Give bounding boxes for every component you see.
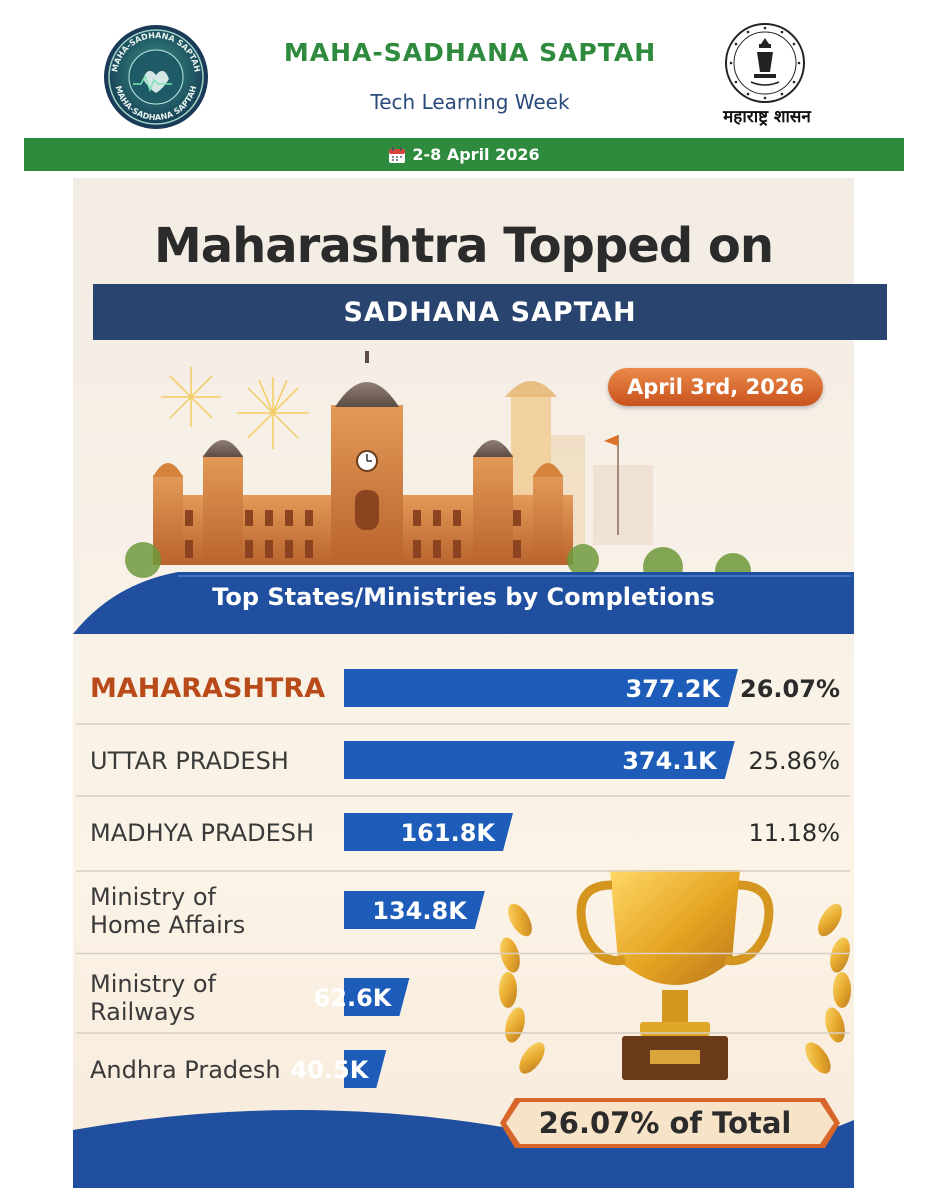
- chart-title-banner: [73, 572, 854, 634]
- category-label: MAHARASHTRA: [90, 673, 325, 704]
- calendar-icon: [389, 146, 406, 163]
- event-subtitle: Tech Learning Week: [370, 90, 570, 114]
- bar-value-label: 374.1K: [622, 747, 718, 775]
- bar-value-label: 161.8K: [400, 819, 496, 847]
- category-label: MADHYA PRADESH: [90, 819, 314, 847]
- event-title: MAHA-SADHANA SAPTAH: [283, 38, 657, 67]
- percent-label: 11.18%: [748, 819, 840, 847]
- maharashtra-emblem: [725, 23, 805, 103]
- trophy-icon: [499, 870, 851, 1080]
- event-date-range: 2-8 April 2026: [412, 145, 540, 164]
- percent-label: 26.07%: [740, 675, 840, 703]
- bar-value-label: 40.5K: [290, 1056, 369, 1084]
- bar-value-label: 134.8K: [372, 897, 468, 925]
- bottom-wave: [73, 1110, 854, 1188]
- chart-title: Top States/Ministries by Completions: [212, 583, 715, 611]
- building-illustration: [125, 351, 751, 585]
- page-header: MAHA-SADHANA SAPTAH MAHA-SADHANA SAPTAH …: [0, 0, 927, 138]
- date-badge: April 3rd, 2026: [608, 368, 823, 406]
- bar-1: [344, 741, 735, 779]
- maha-sadhana-logo: MAHA-SADHANA SAPTAH MAHA-SADHANA SAPTAH: [104, 25, 208, 129]
- date-bar: 2-8 April 2026: [24, 138, 904, 171]
- ribbon-text: SADHANA SAPTAH: [343, 296, 637, 328]
- bar-4: [344, 978, 410, 1016]
- bar-2: [344, 813, 514, 851]
- category-label: Ministry of Home Affairs: [90, 883, 245, 939]
- percent-label: 25.86%: [748, 747, 840, 775]
- bar-3: [344, 891, 485, 929]
- bar-value-label: 377.2K: [625, 675, 721, 703]
- date-badge-text: April 3rd, 2026: [626, 375, 805, 399]
- category-label: Andhra Pradesh: [90, 1056, 281, 1084]
- emblem-caption: महाराष्ट्र शासन: [723, 107, 811, 127]
- fireworks-icon: [161, 367, 309, 449]
- total-badge-text: 26.07% of Total: [539, 1106, 792, 1140]
- bar-5: [344, 1050, 387, 1088]
- category-label: UTTAR PRADESH: [90, 747, 289, 775]
- total-badge: 26.07% of Total: [500, 1098, 840, 1148]
- category-label: Ministry of Railways: [90, 970, 217, 1026]
- title-ribbon: SADHANA SAPTAH: [93, 284, 887, 340]
- bar-value-label: 62.6K: [314, 984, 393, 1012]
- poster-headline: Maharashtra Topped on: [153, 218, 774, 274]
- bar-0: [344, 669, 738, 707]
